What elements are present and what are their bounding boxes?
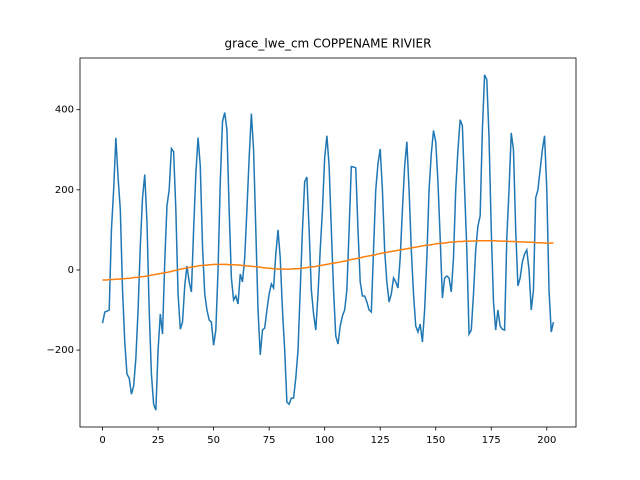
x-tick-label: 175 [482, 435, 501, 446]
y-tick-label: 400 [55, 105, 74, 116]
x-tick-label: 100 [315, 435, 334, 446]
y-tick-label: −200 [47, 345, 74, 356]
plot-frame [79, 57, 577, 428]
x-tick-label: 125 [371, 435, 390, 446]
x-tick-label: 75 [263, 435, 276, 446]
line-series [101, 74, 555, 411]
chart-title: grace_lwe_cm COPPENAME RIVIER [225, 37, 432, 51]
line-series [102, 239, 554, 281]
x-tick-label: 0 [99, 435, 105, 446]
x-tick-label: 25 [152, 435, 165, 446]
x-tick-label: 50 [207, 435, 220, 446]
y-tick-label: 200 [55, 185, 74, 196]
y-tick-label: 0 [68, 265, 74, 276]
x-tick-label: 150 [426, 435, 445, 446]
x-tick-label: 200 [537, 435, 556, 446]
